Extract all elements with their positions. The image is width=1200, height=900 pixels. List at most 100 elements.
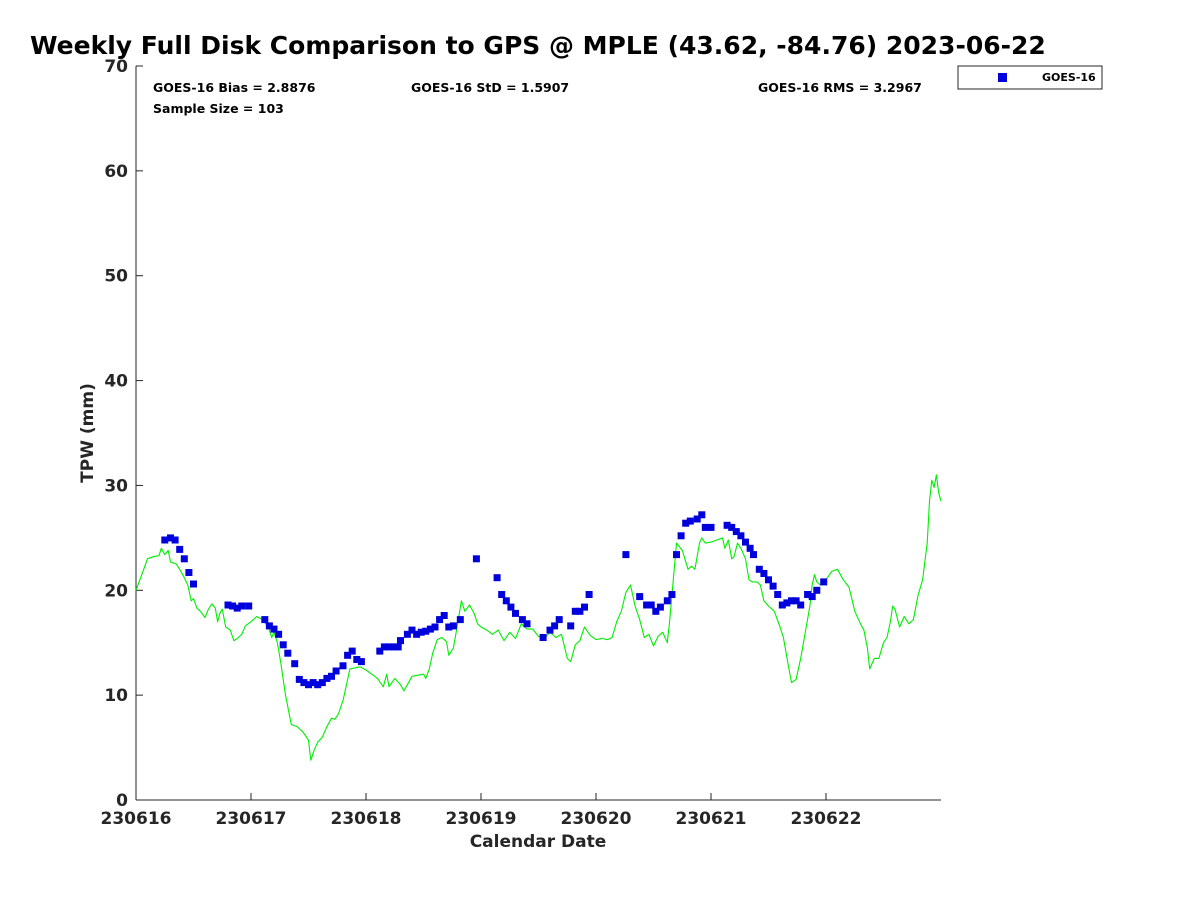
goes16-point [732,528,740,536]
goes16-point [769,582,777,590]
goes16-point [344,651,352,659]
goes16-point [523,620,531,628]
goes16-point [643,601,651,609]
stat-rms: GOES-16 RMS = 3.2967 [758,80,922,95]
y-tick-label: 30 [104,476,128,496]
goes16-point [539,634,547,641]
goes16-point [502,597,510,605]
legend-marker-goes16 [998,73,1007,82]
goes16-point [279,641,287,649]
goes16-point [663,597,671,605]
goes16-point [668,591,676,598]
goes16-point [792,597,800,605]
goes16-point [323,674,331,682]
goes16-point [376,647,384,655]
goes16-point [778,601,786,609]
goes16-point [190,580,197,588]
y-tick-label: 60 [104,162,128,182]
x-tick-label: 230618 [331,809,402,829]
goes16-point [555,616,563,624]
goes16-point [581,603,588,611]
goes16-point [161,536,169,544]
x-tick-label: 230617 [216,809,287,829]
legend: GOES-16 [957,65,1103,90]
goes16-point [693,515,701,523]
x-tick-label: 230619 [446,809,517,829]
y-tick-label: 50 [104,267,128,287]
series-goes16 [161,511,828,689]
goes16-point [180,555,188,563]
goes16-point [185,569,193,576]
goes16-point [238,602,246,610]
goes16-point [275,630,283,638]
axes [135,66,941,801]
goes16-point [265,622,273,630]
goes16-point [390,643,398,651]
goes16-point [456,616,464,624]
goes16-point [309,679,317,687]
goes16-point [673,551,680,559]
goes16-point [804,591,812,598]
goes16-point [270,625,278,633]
goes16-point [408,626,416,634]
goes16-point [445,623,453,631]
y-tick-label: 10 [104,686,128,706]
goes16-point [353,656,361,663]
goes16-point [291,660,299,668]
x-axis-label: Calendar Date [470,832,607,852]
goes16-point [295,675,303,683]
legend-box [957,65,1103,90]
goes16-point [647,601,655,609]
goes16-point [284,649,292,657]
goes16-point [808,593,816,601]
chart-title: Weekly Full Disk Comparison to GPS @ MPL… [30,31,1046,60]
goes16-point [176,545,184,553]
goes16-point [318,679,326,687]
x-ticks: 230616 230617 230618 230619 230620 230621 2306… [101,793,862,829]
goes16-point [233,604,241,612]
goes16-point [797,601,805,609]
goes16-point [576,607,584,615]
goes16-point [728,523,736,531]
goes16-point [328,672,335,680]
goes16-point [622,551,630,559]
goes16-point [167,534,174,542]
y-tick-label: 20 [104,581,128,601]
goes16-point [397,637,404,645]
goes16-point [698,511,706,519]
goes16-point [300,679,308,687]
y-tick-label: 0 [116,791,128,811]
goes16-point [417,628,425,636]
goes16-point [449,622,457,630]
goes16-point [813,586,821,594]
goes16-point [314,681,322,689]
y-tick-label: 40 [104,372,128,392]
goes16-point [755,565,763,573]
goes16-point [332,667,340,675]
goes16-point [774,591,782,598]
goes16-point [498,591,506,598]
goes16-point [677,532,685,540]
goes16-point [385,643,393,651]
goes16-point [380,643,388,651]
goes16-point [518,616,526,624]
goes16-point [571,607,579,615]
goes16-point [701,523,709,531]
stat-bias: GOES-16 Bias = 2.8876 [153,80,316,95]
goes16-point [348,647,356,655]
goes16-point [820,578,828,586]
y-axis-label: TPW (mm) [78,383,98,483]
goes16-point [431,623,439,631]
goes16-point [750,551,757,559]
goes16-point [394,643,402,651]
stat-sample-size: Sample Size = 103 [153,101,284,116]
goes16-point [746,544,754,552]
goes16-point [652,607,660,615]
goes16-point [413,630,421,638]
goes16-point [357,658,365,666]
goes16-point [682,519,690,527]
goes16-point [546,626,554,634]
goes16-point [765,576,772,584]
stat-std: GOES-16 StD = 1.5907 [411,80,569,95]
x-tick-label: 230622 [791,809,862,829]
